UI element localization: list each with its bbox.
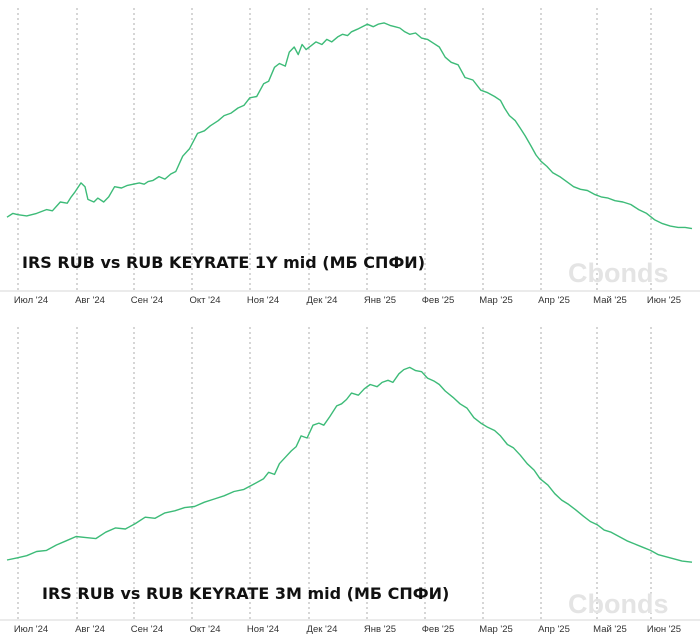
x-tick-label: Авг '24 [75,295,105,306]
x-tick-label: Сен '24 [131,295,163,306]
x-tick-label: Апр '25 [538,295,570,306]
grid-lines [17,8,652,290]
x-tick-label: Сен '24 [131,624,163,634]
x-tick-label: Май '25 [593,295,627,306]
chart-1y: Cbonds IRS RUB vs RUB KEYRATE 1Y mid (МБ… [0,8,700,306]
x-tick-label: Май '25 [593,624,627,634]
series-layer [6,366,693,563]
x-tick-label: Мар '25 [479,295,513,306]
x-tick-label: Ноя '24 [247,624,279,634]
watermark-logo: Cbonds [568,258,669,288]
x-axis-ticks: Июл '24 Авг '24 Сен '24 Окт '24 Ноя '24 Дек '… [14,624,681,634]
x-tick-label: Ноя '24 [247,295,279,306]
series-line [6,22,693,230]
x-tick-label: Фев '25 [422,624,455,634]
x-tick-label: Июн '25 [647,624,681,634]
x-tick-label: Июл '24 [14,295,48,306]
watermark-logo: Cbonds [568,589,669,619]
chart-title: IRS RUB vs RUB KEYRATE 1Y mid (МБ СПФИ) [22,253,425,272]
x-tick-label: Апр '25 [538,624,570,634]
chart-panel-3m: Cbonds IRS RUB vs RUB KEYRATE 3M mid (МБ… [0,317,700,634]
series-line [6,366,693,563]
x-tick-label: Июл '24 [14,624,48,634]
grid-lines [17,327,652,619]
x-tick-label: Авг '24 [75,624,105,634]
x-tick-label: Окт '24 [189,624,220,634]
x-tick-label: Янв '25 [364,295,396,306]
x-tick-label: Янв '25 [364,624,396,634]
x-tick-label: Дек '24 [307,624,338,634]
chart-3m: Cbonds IRS RUB vs RUB KEYRATE 3M mid (МБ… [0,327,700,634]
x-tick-label: Июн '25 [647,295,681,306]
series-layer [6,22,693,230]
x-tick-label: Фев '25 [422,295,455,306]
x-tick-label: Окт '24 [189,295,220,306]
chart-title: IRS RUB vs RUB KEYRATE 3M mid (МБ СПФИ) [42,584,449,603]
chart-panel-1y: Cbonds IRS RUB vs RUB KEYRATE 1Y mid (МБ… [0,8,700,306]
x-tick-label: Дек '24 [307,295,338,306]
x-tick-label: Мар '25 [479,624,513,634]
x-axis-ticks: Июл '24 Авг '24 Сен '24 Окт '24 Ноя '24 Дек '… [14,295,681,306]
